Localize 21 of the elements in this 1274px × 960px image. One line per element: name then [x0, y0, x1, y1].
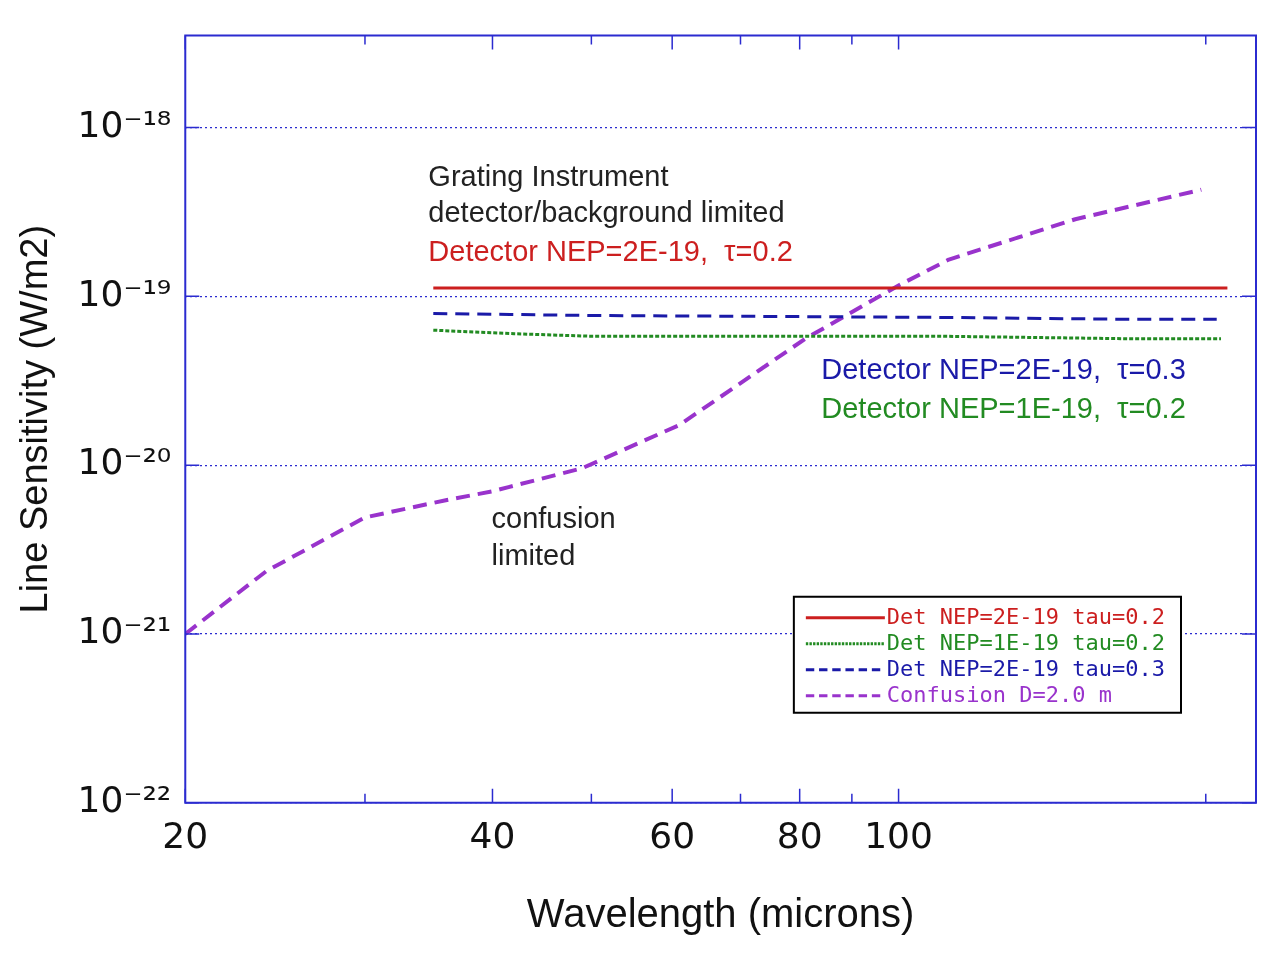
y-tick-label: 10⁻²¹	[77, 610, 172, 652]
y-axis-title: Line Sensitivity (W/m2)	[13, 224, 56, 614]
annotation: confusion	[491, 501, 616, 534]
legend-label: Det NEP=2E-19 tau=0.3	[886, 655, 1166, 681]
annotation: limited	[491, 538, 576, 571]
annotation: detector/background limited	[428, 195, 785, 228]
y-tick-label: 10⁻²⁰	[77, 441, 172, 483]
x-tick-label: 100	[864, 814, 933, 856]
annotation: Detector NEP=2E-19, τ=0.2	[428, 235, 793, 268]
y-tick-label: 10⁻¹⁹	[77, 272, 172, 314]
x-axis-title: Wavelength (microns)	[526, 891, 915, 936]
legend-label: Det NEP=1E-19 tau=0.2	[886, 629, 1166, 655]
x-tick-label: 40	[469, 814, 516, 856]
legend-label: Confusion D=2.0 m	[886, 681, 1113, 707]
y-tick-label: 10⁻¹⁸	[77, 103, 172, 145]
annotation: Grating Instrument	[428, 159, 669, 192]
legend-label: Det NEP=2E-19 tau=0.2	[886, 603, 1166, 629]
x-tick-label: 80	[776, 814, 823, 856]
annotation: Detector NEP=2E-19, τ=0.3	[821, 353, 1186, 386]
annotation: Detector NEP=1E-19, τ=0.2	[821, 391, 1186, 424]
x-tick-label: 60	[649, 814, 696, 856]
